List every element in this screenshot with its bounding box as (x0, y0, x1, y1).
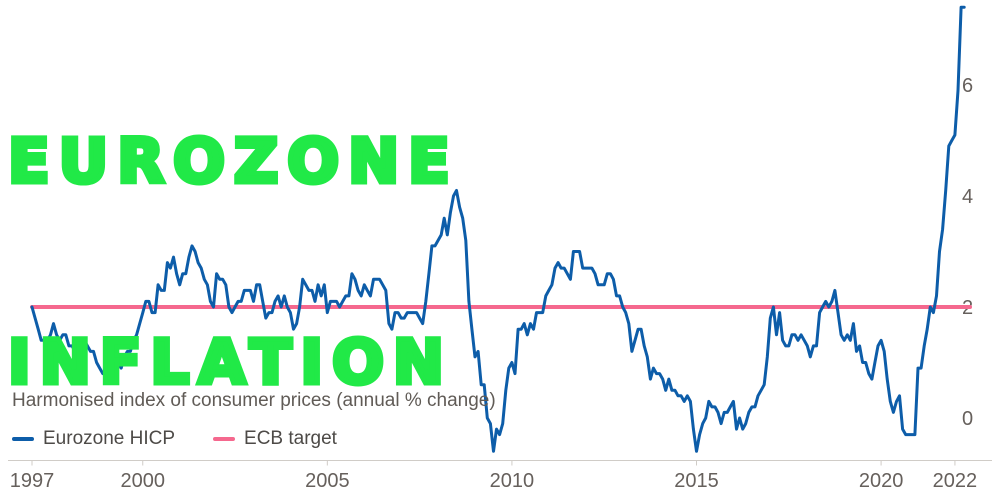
legend-item-ecb-target: ECB target (213, 428, 337, 450)
legend-label-hicp: Eurozone HICP (43, 428, 176, 449)
headline-line-1: EUROZONE (5, 126, 459, 198)
hicp-series-line (30, 5, 966, 453)
y-tick-label: 4 (962, 186, 973, 208)
x-tick-label: 2022 (933, 470, 978, 492)
legend: Eurozone HICP ECB target (12, 428, 337, 450)
y-tick-label: 6 (962, 75, 973, 97)
ecb-target-line-swatch (213, 437, 236, 441)
legend-item-hicp: Eurozone HICP (12, 428, 175, 450)
legend-label-ecb-target: ECB target (244, 428, 337, 449)
chart-subtitle: Harmonised index of consumer prices (ann… (12, 390, 496, 411)
x-tick-label: 2005 (305, 470, 350, 492)
x-tick-label: 2020 (859, 470, 904, 492)
hicp-line-swatch (12, 437, 34, 441)
x-tick-label: 2010 (490, 470, 535, 492)
x-tick-label: 2015 (674, 470, 719, 492)
x-tick-label: 2000 (121, 470, 166, 492)
headline: EUROZONE INFLATION HITS RECORD HIGHS (5, 0, 570, 495)
x-tick-label: 1997 (10, 470, 55, 492)
headline-line-2: INFLATION (5, 327, 453, 399)
y-tick-label: 0 (962, 408, 973, 430)
